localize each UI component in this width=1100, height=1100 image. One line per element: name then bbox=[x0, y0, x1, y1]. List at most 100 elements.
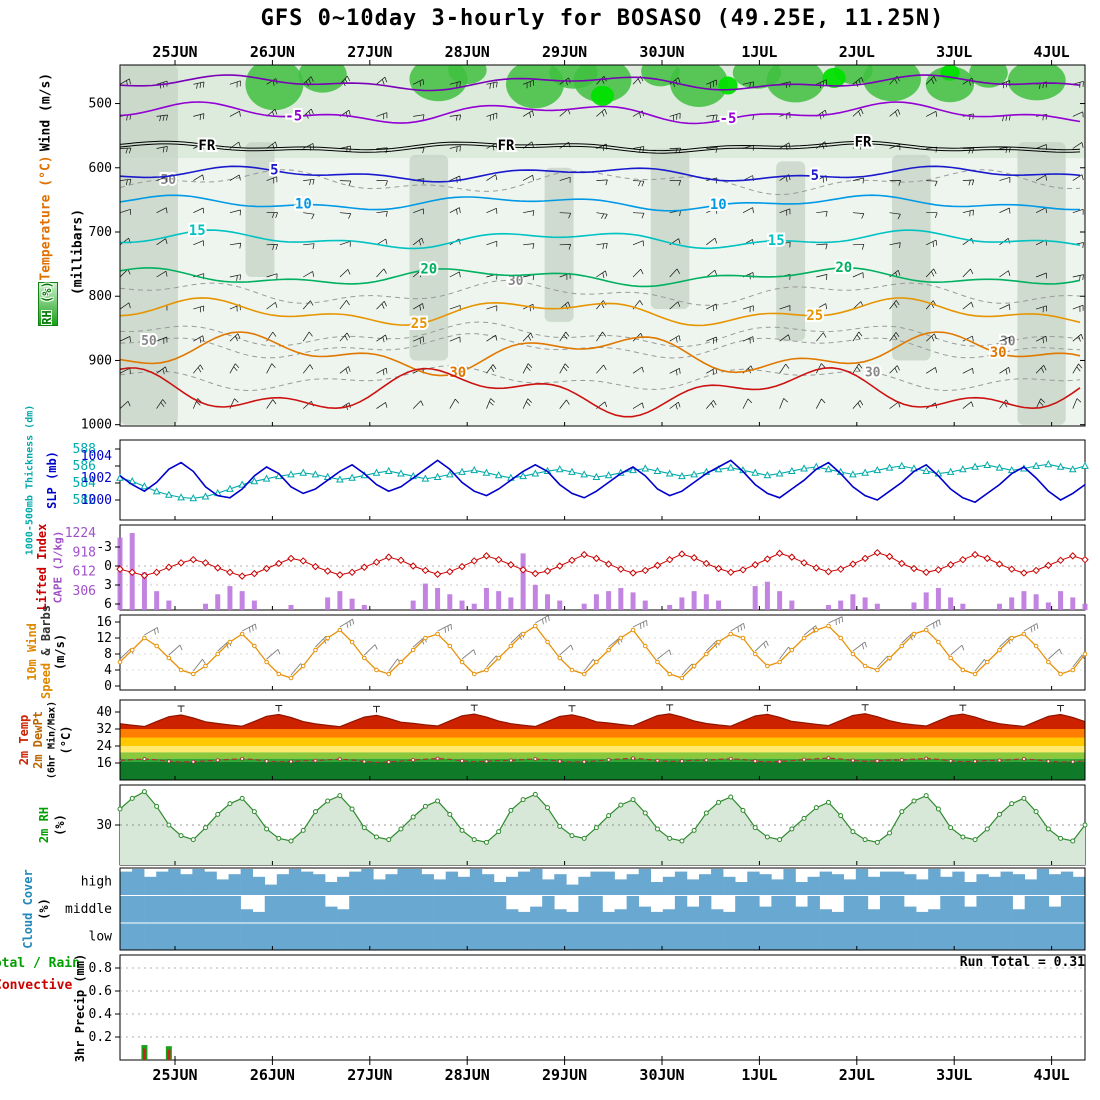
axis-label-temperature: Temperature (°C) bbox=[38, 155, 54, 281]
svg-text:600: 600 bbox=[89, 161, 112, 176]
svg-text:4JUL: 4JUL bbox=[1034, 1066, 1070, 1084]
svg-text:20: 20 bbox=[835, 260, 852, 276]
axis-label-3hr-precip: 3hr Precip (mm) bbox=[73, 953, 87, 1063]
svg-text:4: 4 bbox=[104, 663, 112, 678]
legend-total-rain: Total / Rain bbox=[0, 956, 80, 971]
svg-text:5: 5 bbox=[811, 168, 819, 184]
rh-shading-legend bbox=[38, 282, 58, 326]
svg-text:25JUN: 25JUN bbox=[152, 1066, 197, 1084]
svg-text:high: high bbox=[81, 875, 112, 890]
axis-label-2m-dewpt: 2m DewPt bbox=[31, 711, 45, 769]
axis-label-minmax: (6hr Min/Max) bbox=[46, 700, 58, 780]
svg-text:FR: FR bbox=[498, 138, 515, 154]
svg-text:0.8: 0.8 bbox=[89, 961, 112, 976]
svg-text:584: 584 bbox=[73, 476, 97, 491]
svg-text:8: 8 bbox=[104, 647, 112, 662]
axis-label-cloud-cover: Cloud Cover bbox=[21, 869, 35, 949]
svg-text:1JUL: 1JUL bbox=[741, 43, 777, 61]
svg-text:low: low bbox=[89, 929, 113, 944]
svg-text:FR: FR bbox=[855, 135, 872, 151]
axis-label-barbs: & Barbs bbox=[39, 605, 53, 656]
svg-text:30JUN: 30JUN bbox=[639, 43, 684, 61]
svg-text:588: 588 bbox=[73, 442, 96, 457]
svg-text:-5: -5 bbox=[720, 111, 737, 127]
svg-text:500: 500 bbox=[89, 97, 112, 112]
svg-text:2JUL: 2JUL bbox=[839, 1066, 875, 1084]
svg-text:15: 15 bbox=[189, 223, 206, 239]
axis-label-lifted-index: Lifted Index bbox=[35, 523, 49, 611]
svg-text:16: 16 bbox=[96, 756, 112, 771]
svg-text:27JUN: 27JUN bbox=[347, 43, 392, 61]
svg-text:24: 24 bbox=[96, 739, 112, 754]
svg-text:25JUN: 25JUN bbox=[152, 43, 197, 61]
axis-label-ms-unit: (m/s) bbox=[53, 633, 67, 671]
svg-text:3: 3 bbox=[104, 578, 112, 593]
svg-text:29JUN: 29JUN bbox=[542, 1066, 587, 1084]
axis-label-rh: RH (%) bbox=[40, 281, 54, 325]
axis-label-pct-unit-cloud: (%) bbox=[37, 898, 51, 920]
svg-text:30: 30 bbox=[96, 818, 112, 833]
svg-text:900: 900 bbox=[89, 353, 112, 368]
svg-text:-3: -3 bbox=[96, 540, 112, 555]
svg-text:10: 10 bbox=[295, 197, 312, 213]
svg-text:30: 30 bbox=[1000, 334, 1016, 349]
svg-text:700: 700 bbox=[89, 225, 112, 240]
svg-text:3JUL: 3JUL bbox=[936, 1066, 972, 1084]
svg-text:-5: -5 bbox=[285, 108, 302, 124]
svg-text:5: 5 bbox=[270, 163, 278, 179]
legend-convective: Convective bbox=[0, 978, 73, 993]
svg-text:1000: 1000 bbox=[81, 493, 112, 508]
axis-label-2m-rh: 2m RH bbox=[37, 806, 51, 844]
svg-text:306: 306 bbox=[73, 584, 96, 599]
svg-text:FR: FR bbox=[198, 138, 215, 154]
svg-text:26JUN: 26JUN bbox=[250, 43, 295, 61]
svg-text:12: 12 bbox=[96, 631, 112, 646]
svg-text:1JUL: 1JUL bbox=[741, 1066, 777, 1084]
svg-text:28JUN: 28JUN bbox=[445, 1066, 490, 1084]
svg-text:0.4: 0.4 bbox=[89, 1007, 113, 1022]
svg-text:1002: 1002 bbox=[81, 471, 112, 486]
svg-text:3JUL: 3JUL bbox=[936, 43, 972, 61]
svg-text:28JUN: 28JUN bbox=[445, 43, 490, 61]
svg-text:25: 25 bbox=[806, 308, 823, 324]
axis-label-speed: Speed bbox=[39, 655, 53, 699]
svg-text:612: 612 bbox=[73, 565, 96, 580]
svg-text:26JUN: 26JUN bbox=[250, 1066, 295, 1084]
svg-text:4JUL: 4JUL bbox=[1034, 43, 1070, 61]
axis-label-pct-unit-rh: (%) bbox=[53, 814, 67, 836]
svg-text:30JUN: 30JUN bbox=[639, 1066, 684, 1084]
svg-text:586: 586 bbox=[73, 459, 96, 474]
svg-text:6: 6 bbox=[104, 597, 112, 612]
axis-label-slp: SLP (mb) bbox=[45, 451, 59, 509]
svg-text:Run Total = 0.31: Run Total = 0.31 bbox=[960, 955, 1085, 970]
svg-text:30: 30 bbox=[449, 365, 466, 381]
svg-text:30: 30 bbox=[990, 345, 1007, 361]
svg-text:800: 800 bbox=[89, 289, 112, 304]
svg-text:16: 16 bbox=[96, 615, 112, 630]
svg-text:27JUN: 27JUN bbox=[347, 1066, 392, 1084]
svg-text:0.6: 0.6 bbox=[89, 984, 112, 999]
svg-text:0: 0 bbox=[104, 559, 112, 574]
page-title: GFS 0~10day 3-hourly for BOSASO (49.25E,… bbox=[260, 6, 945, 31]
axis-label-cape: CAPE (J/kg) bbox=[51, 530, 65, 604]
axis-label-10m-wind: 10m Wind bbox=[25, 623, 39, 681]
axis-label-millibars: (millibars) bbox=[70, 208, 86, 296]
svg-text:918: 918 bbox=[73, 545, 96, 560]
svg-text:1224: 1224 bbox=[65, 526, 96, 541]
svg-text:25: 25 bbox=[411, 316, 428, 332]
svg-text:0.2: 0.2 bbox=[89, 1030, 112, 1045]
svg-text:50: 50 bbox=[141, 334, 157, 349]
svg-text:582: 582 bbox=[73, 493, 96, 508]
svg-text:40: 40 bbox=[96, 705, 112, 720]
axis-label-thickness: 1000-500mb Thickness (dm) bbox=[24, 404, 36, 556]
svg-text:middle: middle bbox=[65, 902, 112, 917]
svg-text:32: 32 bbox=[96, 722, 112, 737]
svg-text:20: 20 bbox=[420, 262, 437, 278]
axis-label-wind: Wind (m/s) bbox=[38, 72, 54, 152]
axis-label-degc-unit: (°C) bbox=[59, 725, 73, 755]
svg-text:0: 0 bbox=[104, 679, 112, 694]
svg-text:30: 30 bbox=[508, 274, 524, 289]
axis-label-speed-barbs: Speed & Barbs bbox=[39, 605, 53, 699]
